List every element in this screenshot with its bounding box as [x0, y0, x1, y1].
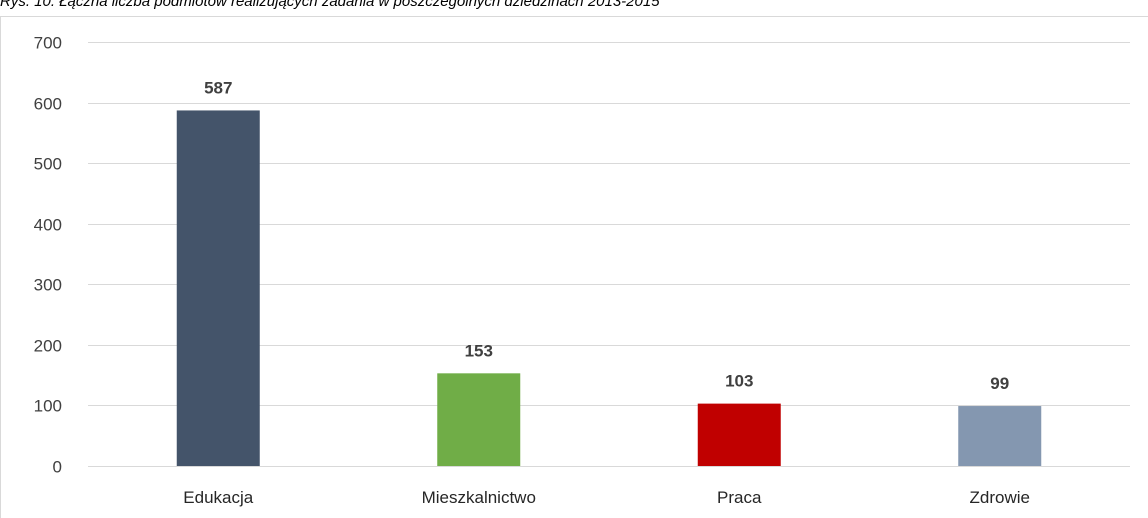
data-label-mieszkalnictwo: 153: [465, 341, 493, 360]
y-tick-label: 300: [34, 276, 62, 295]
gridlines: [88, 42, 1130, 467]
y-tick-label: 100: [34, 397, 62, 416]
y-tick-label: 400: [34, 216, 62, 235]
x-axis-category-labels: Edukacja Mieszkalnictwo Praca Zdrowie: [183, 488, 1030, 507]
chart-frame: [0, 16, 1148, 518]
y-tick-label: 200: [34, 337, 62, 356]
data-label-praca: 103: [725, 372, 753, 391]
y-tick-label: 600: [34, 95, 62, 114]
bar-edukacja: [176, 110, 260, 467]
category-label-mieszkalnictwo: Mieszkalnictwo: [422, 488, 536, 507]
category-label-praca: Praca: [717, 488, 762, 507]
data-label-zdrowie: 99: [990, 374, 1009, 393]
chart-caption: Rys. 10. Łączna liczba podmiotów realizu…: [0, 0, 660, 10]
data-label-edukacja: 587: [204, 78, 232, 97]
y-tick-label: 700: [34, 34, 62, 53]
bar-praca: [697, 403, 781, 466]
data-labels: 587 153 103 99: [204, 78, 1009, 393]
y-tick-label: 500: [34, 155, 62, 174]
bar-mieszkalnictwo: [437, 373, 521, 466]
category-label-zdrowie: Zdrowie: [970, 488, 1030, 507]
bars: [176, 110, 1042, 467]
bar-zdrowie: [958, 406, 1042, 466]
category-label-edukacja: Edukacja: [183, 488, 253, 507]
y-axis-tick-labels: 0 100 200 300 400 500 600 700: [34, 34, 62, 477]
y-tick-label: 0: [53, 458, 62, 477]
